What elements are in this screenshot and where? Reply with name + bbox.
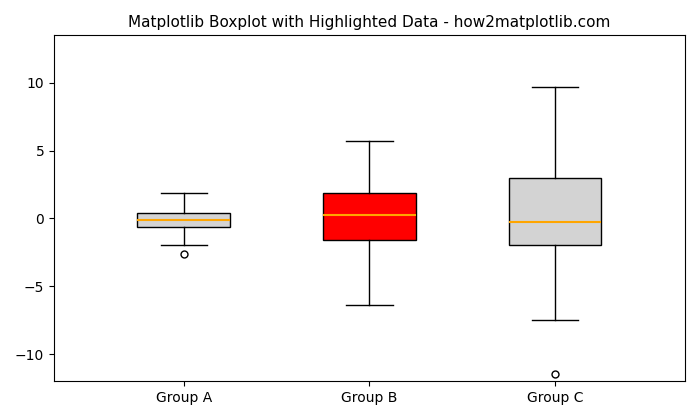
- Title: Matplotlib Boxplot with Highlighted Data - how2matplotlib.com: Matplotlib Boxplot with Highlighted Data…: [128, 15, 610, 30]
- PathPatch shape: [509, 178, 601, 245]
- PathPatch shape: [323, 194, 416, 240]
- PathPatch shape: [137, 213, 230, 227]
